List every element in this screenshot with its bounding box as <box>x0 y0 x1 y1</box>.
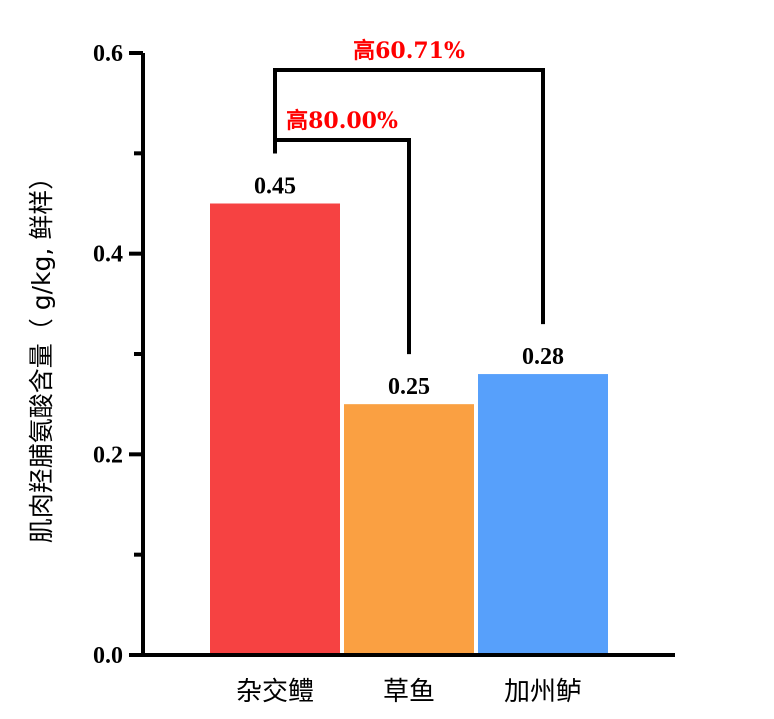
data-label: 0.25 <box>388 374 430 400</box>
data-label: 0.28 <box>522 344 564 370</box>
bar-3 <box>478 374 608 653</box>
x-tick-label: 草鱼 <box>383 677 435 707</box>
data-label: 0.45 <box>254 174 296 200</box>
y-tick-label: 0.4 <box>93 242 123 268</box>
y-tick-label: 0.6 <box>93 41 123 67</box>
y-tick-label: 0.2 <box>93 442 123 468</box>
comparison-annotations: 高80.00% 高60.71% <box>273 38 545 355</box>
bars <box>210 203 608 653</box>
bar-2 <box>344 404 474 653</box>
bar-1 <box>210 203 340 653</box>
annotation-label: 高60.71% <box>353 38 465 64</box>
y-tick-label: 0.0 <box>93 643 123 669</box>
x-tick-label: 加州鲈 <box>504 677 582 707</box>
x-tick-label: 杂交鳢 <box>236 677 314 707</box>
labels: 0.45 杂交鳢 0.25 草鱼 0.28 加州鲈 <box>236 174 582 708</box>
axes: 0.0 0.2 0.4 0.6 肌肉羟脯氨酸含量（ g/kg, 鲜样） <box>27 41 675 669</box>
annotation-label: 高80.00% <box>286 108 398 134</box>
y-axis-label: 肌肉羟脯氨酸含量（ g/kg, 鲜样） <box>27 165 56 543</box>
comparison-bracket <box>273 68 545 325</box>
